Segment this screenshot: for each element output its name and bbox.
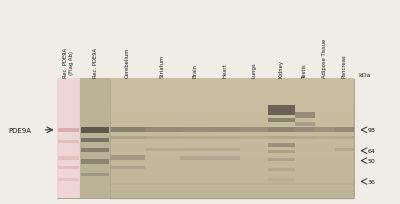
Bar (82, 173, 109, 176)
Bar (110, 155, 145, 160)
Bar (58, 80, 354, 198)
Bar (210, 137, 240, 140)
Bar (110, 128, 145, 133)
Bar (240, 137, 268, 140)
Bar (268, 128, 295, 133)
Bar (210, 156, 240, 160)
Text: Rec. PDE9A: Rec. PDE9A (93, 48, 98, 78)
Text: PDE9A: PDE9A (9, 127, 32, 133)
Text: Brain: Brain (192, 64, 198, 78)
Bar (82, 159, 109, 164)
Bar (58, 166, 80, 169)
Text: 36: 36 (368, 179, 375, 184)
Bar (268, 168, 295, 171)
Bar (145, 128, 180, 133)
Bar (295, 128, 315, 133)
Bar (268, 143, 295, 147)
Text: Kidney: Kidney (278, 60, 283, 78)
Text: Striatum: Striatum (160, 55, 165, 78)
Bar (58, 156, 80, 160)
Bar (268, 118, 295, 122)
Text: Heart: Heart (222, 63, 228, 78)
Text: kDa: kDa (358, 73, 371, 78)
Bar (145, 149, 180, 151)
Bar (82, 127, 109, 133)
Text: Testis: Testis (302, 63, 307, 78)
Text: 98: 98 (368, 128, 375, 133)
Bar (110, 191, 354, 192)
Text: Cerebellum: Cerebellum (125, 48, 130, 78)
Bar (110, 166, 145, 169)
Bar (268, 178, 295, 181)
Bar (268, 105, 295, 115)
Bar (180, 149, 210, 151)
Bar (268, 158, 295, 161)
Bar (58, 141, 80, 143)
Bar (180, 137, 210, 140)
Bar (145, 137, 180, 140)
Bar (180, 128, 210, 133)
Bar (110, 137, 145, 140)
Text: Adipose Tissue: Adipose Tissue (322, 39, 327, 78)
Bar (180, 156, 210, 160)
Text: Rec. PDE9A
(Flag Ab): Rec. PDE9A (Flag Ab) (63, 48, 74, 78)
Text: 64: 64 (368, 149, 375, 153)
Text: Lungs: Lungs (251, 62, 256, 78)
Bar (295, 137, 315, 140)
Bar (110, 198, 354, 200)
Bar (315, 137, 334, 140)
Bar (82, 148, 109, 152)
Bar (110, 184, 354, 185)
Bar (315, 128, 334, 133)
Bar (210, 149, 240, 151)
Text: Pancreas: Pancreas (342, 54, 347, 78)
Bar (82, 138, 109, 142)
Bar (240, 128, 268, 133)
Bar (58, 178, 80, 181)
Bar (295, 122, 315, 126)
Bar (58, 128, 80, 132)
Bar (295, 112, 315, 118)
Bar (210, 128, 240, 133)
Bar (334, 149, 354, 151)
Bar (334, 137, 354, 140)
Text: 50: 50 (368, 158, 375, 163)
Bar (334, 128, 354, 133)
Bar (268, 137, 295, 140)
Bar (268, 150, 295, 153)
